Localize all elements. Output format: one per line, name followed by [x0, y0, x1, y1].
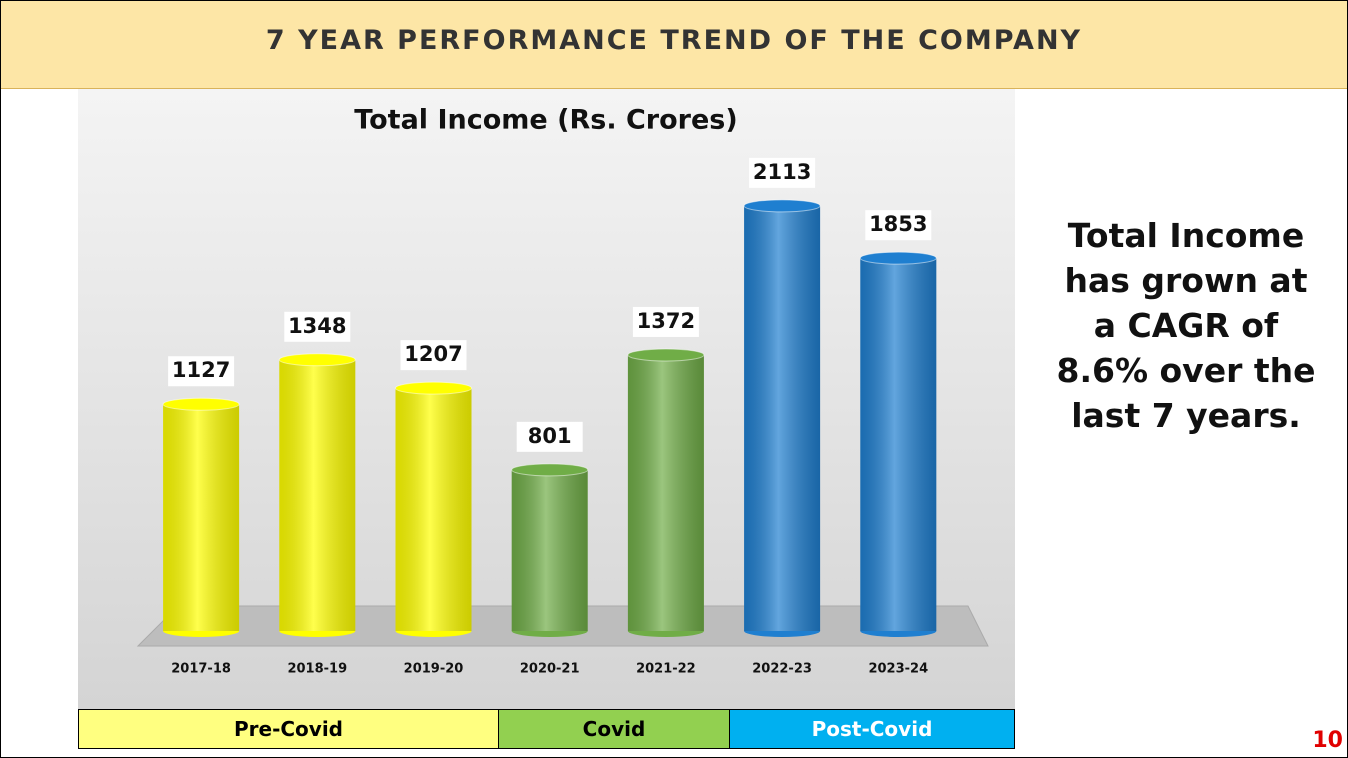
- bar-top: [627, 348, 705, 362]
- phase-legend: Pre-Covid Covid Post-Covid: [78, 709, 1015, 749]
- value-label: 1207: [404, 342, 462, 366]
- chart: Total Income (Rs. Crores) 2017-18 2018-19…: [78, 89, 1015, 709]
- x-tick-label: 2023-24: [868, 662, 928, 677]
- bar-top: [162, 397, 240, 411]
- bar-top: [859, 251, 937, 265]
- value-label-box: [400, 340, 467, 371]
- bar-shine: [279, 359, 356, 631]
- bar-shine: [511, 469, 588, 631]
- value-label-box: [749, 157, 816, 188]
- bar-shine: [860, 258, 937, 631]
- page-number: 10: [1312, 728, 1343, 753]
- value-label: 2113: [753, 160, 811, 184]
- value-label: 1372: [637, 309, 695, 333]
- x-tick-label: 2018-19: [287, 662, 347, 677]
- bar-top: [395, 381, 472, 395]
- header: 7 YEAR PERFORMANCE TREND OF THE COMPANY: [1, 1, 1347, 89]
- bar-top: [278, 353, 356, 367]
- value-label-box: [632, 306, 699, 337]
- value-label-box: [516, 421, 583, 452]
- x-tick-label: 2019-20: [404, 662, 464, 677]
- bar-top: [743, 199, 821, 213]
- note: Total Income has grown at a CAGR of 8.6%…: [1056, 216, 1316, 435]
- slide-title: 7 YEAR PERFORMANCE TREND OF THE COMPANY: [265, 25, 1083, 56]
- value-label: 801: [528, 424, 572, 448]
- value-label-box: [284, 311, 351, 342]
- bar-top: [511, 463, 589, 477]
- phase: Pre-Covid: [79, 710, 499, 748]
- value-label: 1853: [869, 212, 927, 236]
- x-tick-label: 2020-21: [520, 662, 580, 677]
- x-tick-label: 2017-18: [171, 662, 231, 677]
- bar-shine: [163, 404, 240, 631]
- value-label: 1348: [288, 314, 346, 338]
- phase: Post-Covid: [730, 710, 1014, 748]
- value-label: 1127: [172, 358, 230, 382]
- value-label-box: [865, 210, 932, 241]
- chart-title: Total Income (Rs. Crores): [354, 105, 737, 136]
- value-label-box: [168, 356, 235, 387]
- bar-shine: [395, 388, 472, 631]
- x-tick-label: 2022-23: [752, 662, 812, 677]
- x-tick-label: 2021-22: [636, 662, 696, 677]
- bar-shine: [744, 205, 821, 631]
- phase: Covid: [499, 710, 730, 748]
- bar-shine: [627, 354, 704, 631]
